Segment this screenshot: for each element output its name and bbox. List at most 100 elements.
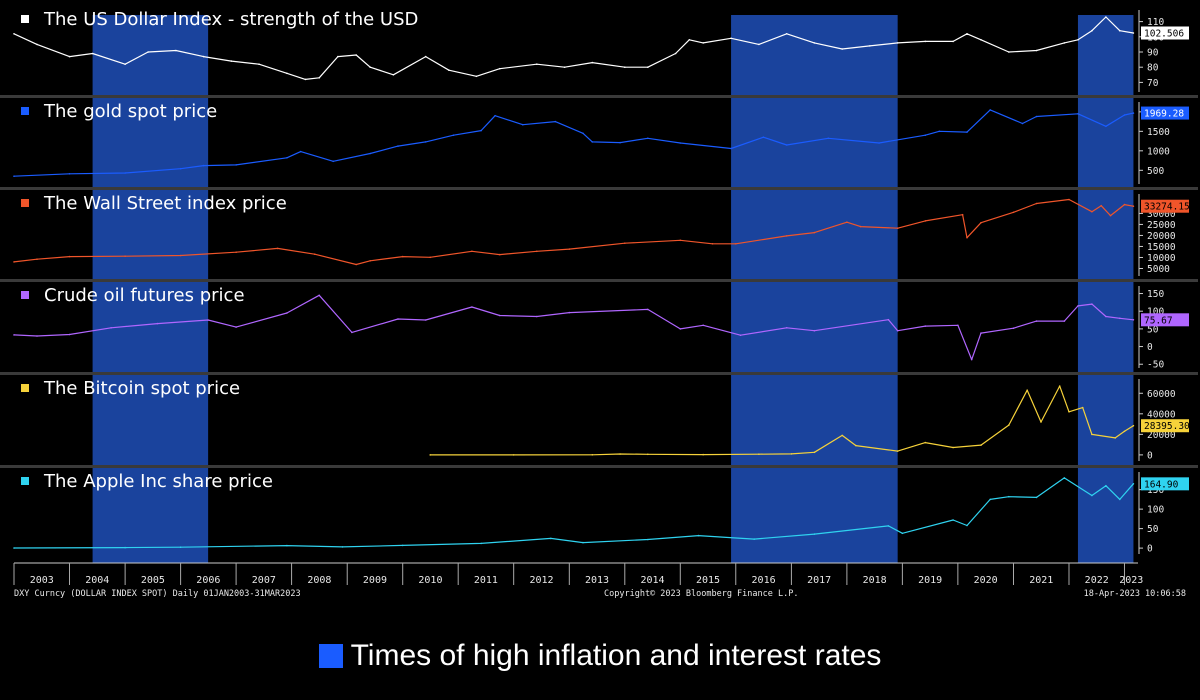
series-point [13, 547, 15, 549]
y-tick-label: 150 [1147, 289, 1164, 300]
series-line-1 [13, 16, 1134, 80]
y-tick-label: 15000 [1147, 242, 1176, 253]
series-point [536, 315, 538, 318]
series-point [591, 141, 594, 143]
series-point [369, 260, 372, 262]
series-point [568, 248, 571, 250]
series-point [235, 164, 237, 166]
x-tick-label: 2017 [807, 575, 831, 586]
series-point [1021, 122, 1024, 125]
series-point [1132, 32, 1135, 34]
series-point [702, 324, 704, 327]
panel-title: Crude oil futures price [44, 285, 245, 306]
x-tick-label: 2007 [252, 575, 276, 586]
last-value-badge-bg [1141, 26, 1189, 40]
series-point [966, 33, 968, 35]
series-point [1008, 495, 1010, 498]
x-tick-label: 2004 [85, 575, 109, 586]
series-point [147, 51, 149, 53]
series-point [401, 544, 404, 547]
series-point [1077, 39, 1079, 41]
series-point [179, 167, 182, 170]
y-tick-label: 70 [1147, 78, 1159, 89]
x-tick-label: 2006 [196, 575, 220, 586]
series-point [730, 37, 732, 40]
series-point [846, 221, 848, 223]
footer-center: Copyright© 2023 Bloomberg Finance L.P. [604, 589, 798, 599]
series-point [1091, 29, 1093, 32]
series-point [855, 444, 857, 447]
series-point [841, 48, 843, 50]
y-tick-label: 150 [1147, 485, 1164, 496]
series-point [512, 454, 515, 456]
series-point [980, 39, 982, 41]
series-point [13, 33, 15, 35]
series-point [859, 225, 862, 228]
y-tick-label: 1000 [1147, 146, 1170, 157]
series-line-4 [13, 294, 1134, 361]
series-point [896, 329, 899, 332]
series-point [924, 325, 927, 327]
series-point [679, 142, 682, 144]
series-point [896, 227, 899, 229]
series-point [896, 42, 899, 44]
x-tick-label: 2013 [585, 575, 609, 586]
series-point [887, 318, 890, 321]
series-point [952, 40, 954, 43]
series-swatch [21, 199, 29, 207]
series-point [68, 173, 71, 175]
x-tick-label: 2010 [418, 575, 442, 586]
series-point [202, 164, 205, 167]
series-point [711, 243, 714, 245]
series-point [536, 250, 538, 253]
y-tick-label: 110 [1147, 17, 1164, 28]
y-tick-label: 100 [1147, 307, 1164, 318]
series-point [1091, 210, 1093, 213]
y-tick-label: 40000 [1147, 409, 1176, 420]
x-tick-label: 2003 [30, 575, 54, 586]
series-point [647, 137, 649, 140]
last-value-badge-bg [1141, 419, 1189, 433]
series-point [758, 43, 760, 46]
series-point [304, 78, 307, 81]
series-point [647, 66, 649, 68]
y-tick-label: 20000 [1147, 231, 1176, 242]
series-point [924, 220, 927, 222]
footer-left: DXY Curncy (DOLLAR INDEX SPOT) Daily 01J… [14, 589, 301, 599]
series-point [498, 67, 501, 70]
panel-title: The US Dollar Index - strength of the US… [43, 9, 418, 30]
series-point [179, 546, 182, 548]
series-point [554, 120, 557, 123]
series-point [429, 454, 432, 456]
series-swatch [21, 15, 29, 23]
series-point [1063, 477, 1066, 479]
series-point [758, 453, 760, 456]
panel-title: The Wall Street index price [43, 193, 287, 214]
x-tick-label: 2011 [474, 575, 498, 586]
series-point [813, 451, 816, 454]
series-point [175, 49, 177, 52]
series-point [619, 141, 621, 144]
series-point [591, 454, 594, 456]
series-point [1132, 112, 1135, 114]
series-point [207, 319, 209, 321]
series-point [36, 335, 38, 337]
series-point [235, 251, 237, 253]
series-point [938, 130, 941, 133]
series-point [475, 75, 478, 78]
series-point [156, 322, 159, 325]
last-value-badge-bg [1141, 313, 1189, 327]
series-point [878, 142, 880, 144]
series-point [647, 453, 649, 456]
series-point [452, 134, 455, 136]
series-point [355, 54, 358, 56]
y-tick-label: 50 [1147, 524, 1159, 535]
series-point [286, 312, 288, 314]
series-point [688, 39, 691, 41]
legend-label: Times of high inflation and interest rat… [350, 639, 882, 672]
series-point [337, 55, 339, 58]
series-point [68, 255, 71, 258]
